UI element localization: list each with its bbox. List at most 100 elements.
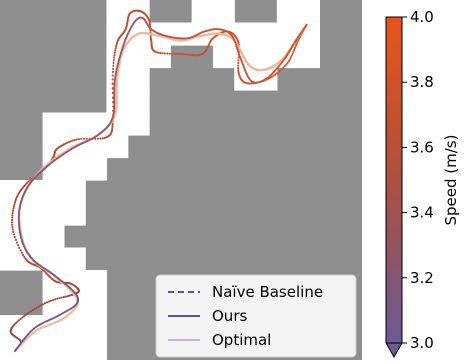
free-cell [42, 225, 65, 249]
colorbar-tick-label: 3.2 [410, 269, 434, 287]
trajectory-segment [52, 298, 57, 302]
trajectory-series [9, 9, 308, 353]
free-cell [21, 225, 44, 249]
free-cell [0, 337, 22, 360]
trajectory-segment [54, 297, 59, 301]
trajectory-segment [47, 299, 53, 303]
free-cell [63, 112, 86, 136]
trajectory-segment [19, 316, 24, 320]
legend-label: Optimal [212, 331, 271, 349]
free-cell [170, 22, 193, 46]
free-cell [127, 90, 150, 114]
trajectory-segment [11, 228, 15, 233]
free-cell [127, 112, 150, 136]
trajectory-segment [279, 68, 283, 72]
free-cell [63, 270, 86, 294]
colorbar-ticks: 3.0 3.2 3.4 3.6 3.8 4.0 [402, 8, 434, 352]
free-cell [106, 0, 129, 24]
trajectory-segment [58, 296, 63, 300]
trajectory-segment [280, 66, 285, 71]
trajectory-segment [45, 300, 51, 304]
trajectory-segment [28, 177, 33, 182]
free-cell [85, 337, 108, 360]
trajectory-segment [17, 244, 21, 249]
trajectory-segment [22, 253, 26, 259]
colorbar-extend-triangle [385, 342, 403, 359]
trajectory-segment [37, 304, 42, 308]
free-cell [85, 270, 108, 294]
trajectory-segment [56, 297, 61, 300]
free-cell [63, 202, 86, 226]
free-cell [42, 337, 65, 360]
trajectory-segment [275, 70, 280, 75]
trajectory-segment [277, 69, 282, 74]
free-cell [42, 112, 65, 136]
colorbar-label: Speed (m/s) [442, 135, 460, 226]
free-cell [42, 202, 65, 226]
free-cell [255, 22, 278, 46]
trajectory-segment [305, 23, 308, 27]
free-cell [255, 45, 278, 69]
trajectory-segment [35, 305, 40, 309]
free-cell [63, 180, 86, 204]
free-cell [63, 157, 86, 181]
trajectory-segment [291, 50, 295, 55]
trajectory-segment [12, 233, 16, 239]
trajectory-segment [26, 311, 31, 315]
free-cell [63, 315, 86, 339]
trajectory-segment [288, 56, 292, 61]
trajectory-segment [19, 249, 23, 254]
trajectory-segment [289, 54, 293, 59]
free-cell [191, 0, 214, 24]
colorbar-tick-label: 3.8 [410, 73, 434, 91]
trajectory-segment [290, 52, 294, 57]
trajectory-segment [12, 230, 16, 236]
free-cell [0, 247, 22, 271]
free-cell [42, 135, 65, 159]
trajectory-segment [27, 179, 32, 183]
free-cell [63, 247, 86, 271]
trajectory-segment [293, 46, 297, 51]
map-plot-area [0, 0, 362, 360]
trajectory-segment [49, 298, 55, 302]
trajectory-segment [18, 246, 22, 252]
colorbar: 3.0 3.2 3.4 3.6 3.8 4.0 Speed (m/s) [385, 8, 460, 359]
colorbar-tick-label: 3.0 [410, 334, 434, 352]
free-cell [85, 292, 108, 316]
free-cell [0, 180, 22, 204]
colorbar-tick-label: 3.6 [410, 138, 434, 156]
free-cell [85, 135, 108, 159]
trajectory-segment [41, 302, 47, 306]
trajectory-segment [21, 315, 25, 319]
free-cell [106, 22, 129, 46]
trajectory-segment [14, 238, 18, 244]
trajectory-segment [274, 72, 278, 76]
free-cell [127, 67, 150, 91]
free-cell [0, 315, 22, 339]
legend-frame [155, 274, 357, 358]
legend-label: Ours [212, 307, 247, 325]
trajectory-segment [29, 309, 34, 313]
colorbar-tick-label: 4.0 [410, 8, 434, 26]
legend: Naïve Baseline Ours Optimal [155, 274, 357, 358]
free-cell [234, 22, 257, 46]
free-cell [42, 180, 65, 204]
trajectory-segment [13, 236, 17, 241]
trajectory-segment [20, 251, 25, 257]
free-cell [42, 247, 65, 271]
free-cell [127, 45, 150, 69]
free-cell [191, 22, 214, 46]
free-cell [21, 315, 44, 339]
free-cell [276, 0, 299, 24]
free-cell [63, 337, 86, 360]
series-ours [14, 16, 308, 352]
free-cell [276, 22, 299, 46]
free-cell [298, 45, 321, 69]
trajectory-segment [33, 306, 38, 310]
trajectory-segment [60, 296, 65, 299]
free-cell [21, 337, 44, 360]
trajectory-segment [39, 303, 44, 307]
trajectory-segment [43, 301, 49, 305]
free-cell [212, 0, 235, 24]
